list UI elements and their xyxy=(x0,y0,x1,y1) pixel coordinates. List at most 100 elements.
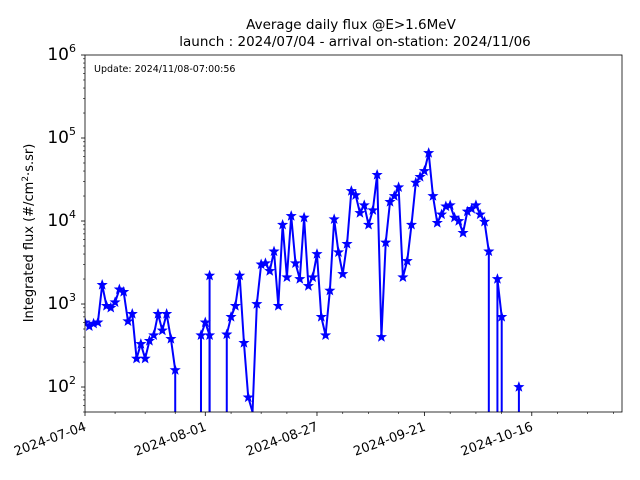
data-point-marker xyxy=(371,168,383,180)
data-point-marker xyxy=(139,352,151,364)
data-point-marker xyxy=(311,248,323,259)
data-point-marker xyxy=(238,337,250,348)
data-point-marker xyxy=(496,311,508,322)
data-point-marker xyxy=(405,218,418,230)
data-point-marker xyxy=(414,171,426,182)
data-point-marker xyxy=(229,300,241,311)
data-point-marker xyxy=(242,391,254,403)
data-point-marker xyxy=(397,271,409,283)
data-point-marker xyxy=(289,257,302,268)
update-annotation: Update: 2024/11/08-07:00:56 xyxy=(94,64,235,75)
data-point-marker xyxy=(118,286,130,297)
y-tick-base: 10 xyxy=(47,211,69,231)
data-point-marker xyxy=(169,364,181,375)
data-point-marker xyxy=(251,298,263,309)
data-point-marker xyxy=(234,269,246,281)
data-point-marker xyxy=(259,257,272,268)
data-point-marker xyxy=(165,333,177,344)
data-point-marker xyxy=(225,311,237,322)
data-point-marker xyxy=(362,218,375,230)
data-point-marker xyxy=(367,204,379,215)
data-point-marker xyxy=(491,273,503,284)
y-tick-exp: 6 xyxy=(69,42,76,55)
data-point-marker xyxy=(358,199,370,210)
data-point-marker xyxy=(109,296,121,307)
data-point-marker xyxy=(435,208,448,220)
y-tick-base: 10 xyxy=(47,294,69,314)
plot-frame xyxy=(84,54,623,413)
data-point-marker xyxy=(268,245,280,257)
data-point-marker xyxy=(354,207,366,218)
y-tick-base: 10 xyxy=(47,377,69,397)
data-point-marker xyxy=(221,328,233,340)
y-tick-label: 104 xyxy=(47,208,76,231)
data-point-marker xyxy=(474,208,486,220)
y-tick-exp: 4 xyxy=(69,208,76,221)
chart-title: Average daily flux @E>1.6MeV xyxy=(246,17,456,33)
data-point-marker xyxy=(401,255,413,266)
data-point-marker xyxy=(337,268,349,279)
data-point-marker xyxy=(324,284,336,296)
chart-subtitle: launch : 2024/07/04 - arrival on-station… xyxy=(179,34,531,50)
data-point-marker xyxy=(393,181,405,193)
data-point-marker xyxy=(161,308,173,319)
data-point-marker xyxy=(113,283,125,295)
y-tick-base: 10 xyxy=(47,128,69,148)
data-point-marker xyxy=(375,331,387,342)
data-point-marker xyxy=(92,316,104,328)
y-tick-base: 10 xyxy=(47,45,69,65)
y-tick-label: 106 xyxy=(47,42,76,65)
data-point-marker xyxy=(384,196,396,207)
y-tick-label: 102 xyxy=(47,374,76,397)
data-point-marker xyxy=(320,329,332,341)
y-tick-label: 103 xyxy=(47,291,76,314)
data-point-marker xyxy=(423,147,435,158)
data-point-marker xyxy=(122,315,134,326)
data-point-marker xyxy=(328,213,340,224)
data-point-marker xyxy=(302,280,314,291)
data-point-marker xyxy=(143,334,156,346)
data-point-marker xyxy=(96,279,108,290)
series-layer xyxy=(85,147,525,412)
data-point-marker xyxy=(410,176,422,188)
data-point-marker xyxy=(135,338,147,349)
data-point-marker xyxy=(431,217,443,228)
data-point-marker xyxy=(478,215,491,227)
data-point-marker xyxy=(277,218,289,230)
data-point-marker xyxy=(350,189,362,200)
data-point-marker xyxy=(307,271,319,283)
data-point-marker xyxy=(332,246,345,258)
data-point-marker xyxy=(418,165,430,176)
data-point-marker xyxy=(388,190,400,201)
data-point-marker xyxy=(272,300,284,311)
data-point-marker xyxy=(156,324,168,336)
data-point-marker xyxy=(483,245,495,257)
data-point-marker xyxy=(341,238,353,249)
y-tick-exp: 3 xyxy=(69,291,76,304)
data-point-marker xyxy=(380,236,392,248)
data-point-marker xyxy=(294,273,306,284)
data-point-marker xyxy=(457,226,469,238)
data-point-marker xyxy=(126,308,138,319)
data-point-marker xyxy=(85,316,91,328)
data-point-marker xyxy=(315,311,327,322)
data-point-marker xyxy=(470,199,482,210)
y-tick-exp: 2 xyxy=(69,374,76,387)
data-point-marker xyxy=(513,381,525,392)
data-point-marker xyxy=(285,210,297,221)
y-axis-label: Integrated flux (#/cm2·s.sr) xyxy=(21,144,37,323)
data-point-marker xyxy=(204,269,216,281)
data-point-marker xyxy=(453,215,465,226)
data-point-marker xyxy=(444,199,456,210)
y-tick-exp: 5 xyxy=(69,125,76,138)
data-point-marker xyxy=(298,211,310,223)
data-point-marker xyxy=(264,265,276,276)
data-point-marker xyxy=(148,329,160,341)
y-tick-label: 105 xyxy=(47,125,76,148)
data-point-marker xyxy=(281,271,293,283)
data-point-marker xyxy=(345,185,357,196)
series-line xyxy=(496,278,503,412)
data-point-marker xyxy=(427,190,439,201)
